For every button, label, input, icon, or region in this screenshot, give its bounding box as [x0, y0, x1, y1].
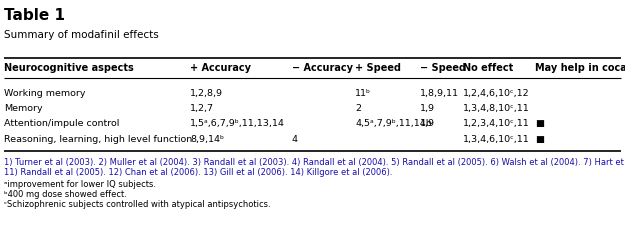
Text: + Speed: + Speed — [355, 63, 401, 73]
Text: 1,2,7: 1,2,7 — [190, 104, 214, 113]
Text: ᶜSchizophrenic subjects controlled with atypical antipsychotics.: ᶜSchizophrenic subjects controlled with … — [4, 200, 271, 209]
Text: Neurocognitive aspects: Neurocognitive aspects — [4, 63, 134, 73]
Text: 11) Randall et al (2005). 12) Chan et al (2006). 13) Gill et al (2006). 14) Kill: 11) Randall et al (2005). 12) Chan et al… — [4, 168, 392, 177]
Text: Table 1: Table 1 — [4, 8, 65, 23]
Text: 4: 4 — [292, 134, 298, 144]
Text: 1,8,9,11: 1,8,9,11 — [420, 88, 459, 97]
Text: 1,9: 1,9 — [420, 104, 435, 113]
Text: Memory: Memory — [4, 104, 43, 113]
Text: May help in cocaine abuse: May help in cocaine abuse — [535, 63, 625, 73]
Text: 1,2,3,4,10ᶜ,11: 1,2,3,4,10ᶜ,11 — [463, 119, 530, 128]
Text: − Accuracy: − Accuracy — [292, 63, 353, 73]
Text: ■: ■ — [535, 119, 544, 128]
Text: 1,2,8,9: 1,2,8,9 — [190, 88, 223, 97]
Text: 11ᵇ: 11ᵇ — [355, 88, 371, 97]
Text: Summary of modafinil effects: Summary of modafinil effects — [4, 30, 159, 40]
Text: 1,3,4,6,10ᶜ,11: 1,3,4,6,10ᶜ,11 — [463, 134, 530, 144]
Text: + Accuracy: + Accuracy — [190, 63, 251, 73]
Text: ᵃimprovement for lower IQ subjects.: ᵃimprovement for lower IQ subjects. — [4, 180, 156, 189]
Text: 1,9: 1,9 — [420, 119, 435, 128]
Text: 1,3,4,8,10ᶜ,11: 1,3,4,8,10ᶜ,11 — [463, 104, 530, 113]
Text: − Speed: − Speed — [420, 63, 466, 73]
Text: 1) Turner et al (2003). 2) Muller et al (2004). 3) Randall et al (2003). 4) Rand: 1) Turner et al (2003). 2) Muller et al … — [4, 158, 625, 167]
Text: Working memory: Working memory — [4, 88, 86, 97]
Text: ᵇ400 mg dose showed effect.: ᵇ400 mg dose showed effect. — [4, 190, 127, 199]
Text: ■: ■ — [535, 134, 544, 144]
Text: Attention/impule control: Attention/impule control — [4, 119, 119, 128]
Text: 1,5ᵃ,6,7,9ᵇ,11,13,14: 1,5ᵃ,6,7,9ᵇ,11,13,14 — [190, 119, 285, 128]
Text: No effect: No effect — [463, 63, 513, 73]
Text: 8,9,14ᵇ: 8,9,14ᵇ — [190, 134, 224, 144]
Text: 4,5ᵃ,7,9ᵇ,11,14b: 4,5ᵃ,7,9ᵇ,11,14b — [355, 119, 432, 128]
Text: 1,2,4,6,10ᶜ,12: 1,2,4,6,10ᶜ,12 — [463, 88, 529, 97]
Text: Reasoning, learning, high level function: Reasoning, learning, high level function — [4, 134, 192, 144]
Text: 2: 2 — [355, 104, 361, 113]
